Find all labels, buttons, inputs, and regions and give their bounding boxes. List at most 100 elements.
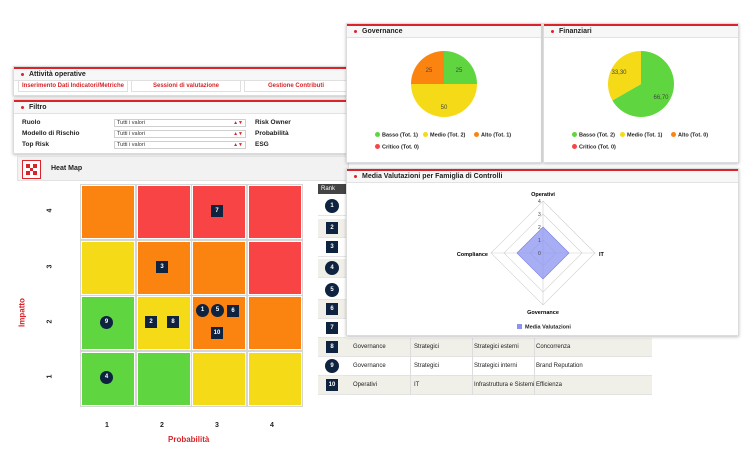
radar-axis-label: Operativi	[531, 192, 555, 198]
finanziari-title: Finanziari	[559, 28, 592, 35]
radar-tick: 1	[538, 238, 541, 244]
heatmap-cell[interactable]	[247, 296, 302, 350]
rank-row[interactable]: 4	[318, 259, 346, 278]
rank-row[interactable]: 3	[318, 238, 346, 257]
rank-row[interactable]: 6	[318, 300, 346, 319]
top-risk-select[interactable]: Tutti i valori ▲▼	[114, 141, 246, 149]
legend-dot	[423, 132, 428, 137]
legend-item[interactable]: Critico (Tot. 0)	[375, 144, 419, 151]
heatmap-cell[interactable]	[81, 240, 135, 295]
legend-item[interactable]: Critico (Tot. 0)	[572, 144, 616, 151]
tab-sessioni-valutazione[interactable]: Sessioni di valutazione	[131, 80, 241, 92]
filtro-header: Filtro	[14, 100, 347, 114]
table-row[interactable]: Operativi IT Infrastruttura e Sistemi Ef…	[346, 376, 652, 395]
heatmap-cell[interactable]	[81, 185, 135, 239]
legend-item[interactable]: Basso (Tot. 1)	[375, 132, 418, 139]
risk-marker[interactable]: 5	[211, 304, 224, 317]
risk-marker[interactable]: 9	[100, 316, 113, 329]
rank-row[interactable]: 5	[318, 281, 346, 300]
heatmap-icon	[22, 160, 41, 179]
heatmap-cell[interactable]	[247, 240, 302, 295]
radar-tick: 2	[538, 225, 541, 231]
rank-badge: 5	[325, 283, 339, 297]
rank-row[interactable]: 2	[318, 219, 346, 238]
radar-axis-label: IT	[599, 252, 605, 258]
x-tick-3: 3	[215, 422, 219, 429]
risk-marker[interactable]: 1	[196, 304, 209, 317]
legend-item[interactable]: Alto (Tot. 1)	[474, 132, 511, 139]
table-row[interactable]: Governance Strategici Strategici esterni…	[346, 338, 652, 357]
table-row[interactable]: Governance Strategici Strategici interni…	[346, 357, 652, 376]
governance-title: Governance	[362, 28, 403, 35]
pie-slice-medio[interactable]	[608, 51, 641, 101]
legend-label: Critico (Tot. 0)	[579, 144, 616, 151]
pie-slice-medio[interactable]	[411, 84, 477, 117]
legend-item[interactable]: Medio (Tot. 1)	[620, 132, 662, 139]
rank-badge: 2	[326, 222, 338, 234]
ruolo-value: Tutti i valori	[117, 120, 145, 126]
pie-label: 25	[426, 68, 433, 74]
radar-legend[interactable]: Media Valutazioni	[517, 324, 571, 331]
radar-tick: 0	[538, 251, 541, 257]
rank-row[interactable]: 8	[318, 338, 346, 357]
bullet-icon	[354, 29, 357, 33]
legend-label: Alto (Tot. 1)	[481, 132, 512, 139]
risk-marker[interactable]: 6	[227, 305, 239, 317]
rank-row[interactable]: 9	[318, 357, 346, 376]
legend-label: Basso (Tot. 1)	[382, 132, 418, 139]
rank-badge: 9	[325, 359, 339, 373]
legend-item[interactable]: Medio (Tot. 2)	[423, 132, 465, 139]
legend-dot	[572, 144, 577, 149]
risk-marker[interactable]: 10	[211, 327, 223, 339]
rank-header: Rank	[318, 184, 346, 194]
chevron-down-icon: ▲▼	[233, 120, 243, 126]
legend-label: Critico (Tot. 0)	[382, 144, 419, 151]
tab-inserimento-dati[interactable]: Inserimento Dati Indicatori/Metriche	[18, 80, 128, 92]
rank-badge: 3	[326, 241, 338, 253]
legend-dot	[620, 132, 625, 137]
heatmap-header: Heat Map	[17, 156, 349, 181]
label-ruolo: Ruolo	[22, 119, 41, 126]
pie-slice-basso[interactable]	[444, 51, 477, 84]
table-divider	[410, 338, 411, 395]
ruolo-select[interactable]: Tutti i valori ▲▼	[114, 119, 246, 127]
pie-slice-alto[interactable]	[411, 51, 444, 84]
attivita-operative-panel: Attività operative Inserimento Dati Indi…	[13, 66, 348, 96]
bullet-icon	[21, 72, 24, 76]
risk-marker[interactable]: 8	[167, 316, 179, 328]
label-esg: ESG	[255, 141, 269, 148]
label-risk-owner: Risk Owner	[255, 119, 291, 126]
risk-marker[interactable]: 4	[100, 371, 113, 384]
cell-famiglia: Governance	[353, 363, 386, 369]
heatmap-cell[interactable]	[247, 185, 302, 239]
heatmap-cell[interactable]	[192, 240, 246, 295]
governance-panel: Governance 25 50 25 Basso (Tot. 1) Medio…	[346, 23, 542, 163]
rank-row[interactable]: 7	[318, 319, 346, 338]
modello-rischio-select[interactable]: Tutti i valori ▲▼	[114, 130, 246, 138]
rank-row[interactable]: 10	[318, 376, 346, 395]
legend-dot	[572, 132, 577, 137]
risk-marker[interactable]: 7	[211, 205, 223, 217]
toprisk-value: Tutti i valori	[117, 142, 145, 148]
legend-item[interactable]: Basso (Tot. 2)	[572, 132, 615, 139]
heatmap-cell[interactable]	[136, 185, 191, 239]
heatmap-cell[interactable]	[192, 351, 246, 406]
risk-marker[interactable]: 3	[156, 261, 168, 273]
cell-rischio: Brand Reputation	[536, 363, 583, 369]
cell-rischio: Concorrenza	[536, 344, 571, 350]
cell-rischio: Efficienza	[536, 382, 562, 388]
pie-slice-basso[interactable]	[612, 51, 674, 117]
rank-badge: 10	[326, 379, 338, 391]
rank-row[interactable]: 1	[318, 197, 346, 216]
y-tick-2: 2	[46, 319, 54, 324]
x-axis-label: Probabilità	[168, 435, 210, 444]
bullet-icon	[354, 174, 357, 178]
tab-gestione-contributi[interactable]: Gestione Contributi	[244, 80, 348, 92]
heatmap-cell[interactable]	[247, 351, 302, 406]
cell-famiglia: Governance	[353, 344, 386, 350]
legend-item[interactable]: Alto (Tot. 0)	[671, 132, 708, 139]
heatmap-cell[interactable]	[136, 351, 191, 406]
radar-title: Media Valutazioni per Famiglia di Contro…	[362, 173, 503, 180]
risk-marker[interactable]: 2	[145, 316, 157, 328]
attivita-title: Attività operative	[29, 71, 86, 78]
